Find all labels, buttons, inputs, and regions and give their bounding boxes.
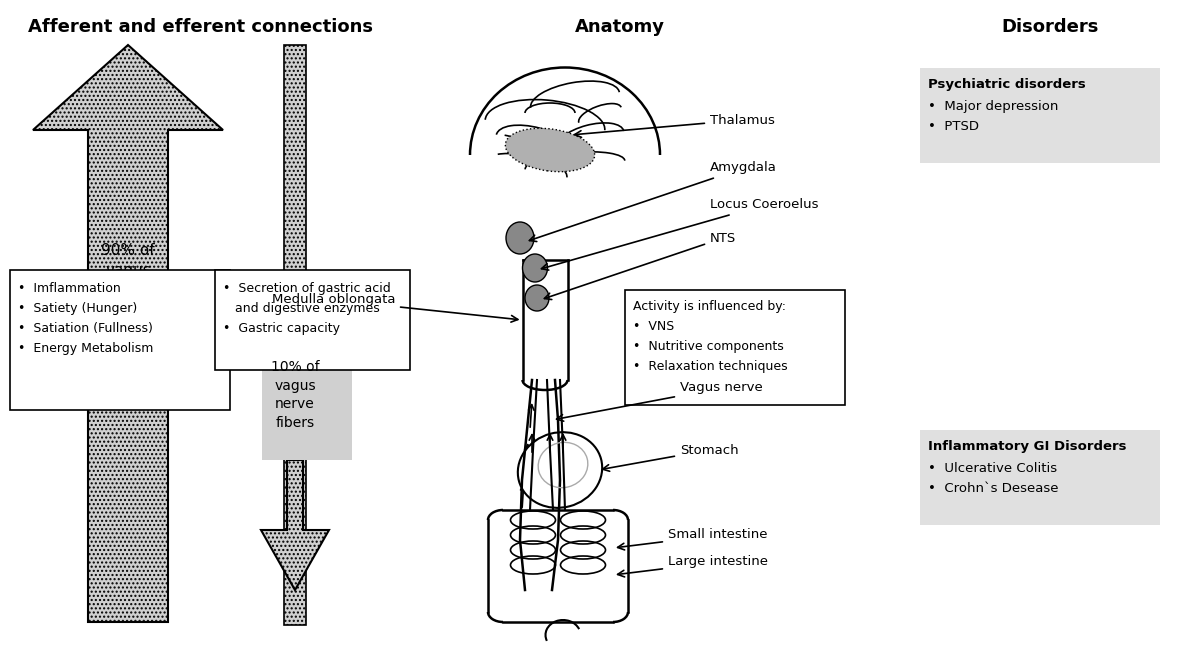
Text: 90% of
vagus
nerve
fibers: 90% of vagus nerve fibers xyxy=(101,243,155,317)
Text: Afferent and efferent connections: Afferent and efferent connections xyxy=(28,18,373,36)
Ellipse shape xyxy=(518,432,602,508)
Text: 10% of
vagus
nerve
fibers: 10% of vagus nerve fibers xyxy=(271,360,319,429)
Text: Disorders: Disorders xyxy=(1001,18,1098,36)
Ellipse shape xyxy=(523,254,548,282)
Ellipse shape xyxy=(470,67,659,243)
Text: Amygdala: Amygdala xyxy=(530,161,777,241)
Bar xyxy=(465,155,665,245)
FancyBboxPatch shape xyxy=(215,270,410,370)
Text: •  Major depression
•  PTSD: • Major depression • PTSD xyxy=(928,100,1059,133)
Text: Inflammatory GI Disorders: Inflammatory GI Disorders xyxy=(928,440,1127,453)
FancyBboxPatch shape xyxy=(263,330,353,460)
FancyBboxPatch shape xyxy=(10,270,230,410)
Text: Vagus nerve: Vagus nerve xyxy=(556,382,763,421)
Text: Medulla oblongata: Medulla oblongata xyxy=(271,294,518,322)
FancyBboxPatch shape xyxy=(920,68,1159,163)
Text: NTS: NTS xyxy=(544,231,736,300)
Text: •  Ulcerative Colitis
•  Crohn`s Desease: • Ulcerative Colitis • Crohn`s Desease xyxy=(928,462,1059,495)
Polygon shape xyxy=(34,45,223,622)
Text: Stomach: Stomach xyxy=(603,444,739,471)
Ellipse shape xyxy=(525,285,549,311)
Text: •  Secretion of gastric acid
   and digestive enzymes
•  Gastric capacity: • Secretion of gastric acid and digestiv… xyxy=(223,282,391,335)
Text: Small intestine: Small intestine xyxy=(617,528,767,550)
Text: Psychiatric disorders: Psychiatric disorders xyxy=(928,78,1086,91)
FancyBboxPatch shape xyxy=(920,430,1159,525)
Text: Thalamus: Thalamus xyxy=(574,114,775,137)
Text: •  Imflammation
•  Satiety (Hunger)
•  Satiation (Fullness)
•  Energy Metabolism: • Imflammation • Satiety (Hunger) • Sati… xyxy=(18,282,153,355)
Ellipse shape xyxy=(505,128,595,172)
FancyBboxPatch shape xyxy=(284,45,306,625)
Ellipse shape xyxy=(506,222,534,254)
Text: Large intestine: Large intestine xyxy=(617,556,769,577)
Text: Anatomy: Anatomy xyxy=(576,18,665,36)
Text: Locus Coeroelus: Locus Coeroelus xyxy=(542,198,819,270)
FancyBboxPatch shape xyxy=(625,290,845,405)
Text: Activity is influenced by:
•  VNS
•  Nutritive components
•  Relaxation techniqu: Activity is influenced by: • VNS • Nutri… xyxy=(633,300,788,373)
Polygon shape xyxy=(261,460,329,590)
